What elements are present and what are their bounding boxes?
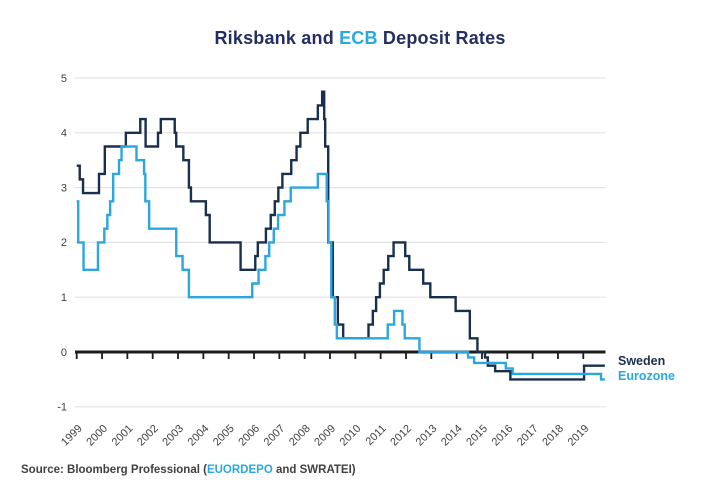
x-axis-label: 2003	[160, 423, 186, 449]
x-axis-label: 2017	[515, 423, 541, 449]
x-axis-label: 2010	[338, 423, 364, 449]
x-axis-label: 2012	[388, 423, 414, 449]
x-axis-label: 2015	[464, 423, 490, 449]
x-axis-label: 1999	[59, 423, 85, 449]
x-axis-label: 2016	[490, 423, 516, 449]
y-axis-label: 1	[61, 292, 67, 304]
x-axis-label: 2019	[566, 423, 592, 449]
x-axis-label: 2007	[262, 423, 288, 449]
y-axis-label: 4	[61, 128, 67, 140]
y-axis-label: 2	[61, 237, 67, 249]
x-axis-label: 2009	[312, 423, 338, 449]
chart-title: Riksbank and ECB Deposit Rates	[0, 28, 720, 49]
eurozone-line	[76, 145, 605, 381]
legend-sweden-label: Sweden	[618, 354, 666, 368]
sweden-line	[76, 90, 605, 381]
source-ticker-euordepo: EUORDEPO	[206, 464, 273, 476]
x-axis-label: 2000	[84, 423, 110, 449]
x-axis-label: 2013	[414, 423, 440, 449]
source-text-1: Source: Bloomberg Professional (	[21, 464, 207, 476]
x-axis-label: 2014	[439, 423, 465, 449]
x-axis-label: 2008	[287, 423, 313, 449]
y-axis-label: -1	[57, 402, 67, 414]
y-axis-label: 3	[61, 182, 67, 194]
source-note: Source: Bloomberg Professional (EUORDEPO…	[21, 464, 356, 476]
chart-title-text-ecb: ECB	[339, 28, 378, 48]
chart-title-text-2: Deposit Rates	[377, 28, 506, 48]
x-axis-label: 2011	[364, 423, 389, 448]
x-axis-label: 2001	[110, 423, 136, 449]
y-axis-label: 0	[61, 347, 67, 359]
x-axis-label: 2018	[540, 423, 566, 449]
source-text-2: and SWRATEI)	[272, 464, 356, 476]
x-axis-label: 2004	[186, 423, 212, 449]
y-axis-label: 5	[61, 73, 67, 85]
legend-eurozone-label: Eurozone	[618, 369, 675, 383]
chart-title-text-1: Riksbank and	[214, 28, 340, 48]
x-axis-label: 2002	[135, 423, 161, 449]
x-axis-label: 2005	[211, 423, 237, 449]
x-axis-label: 2006	[236, 423, 262, 449]
